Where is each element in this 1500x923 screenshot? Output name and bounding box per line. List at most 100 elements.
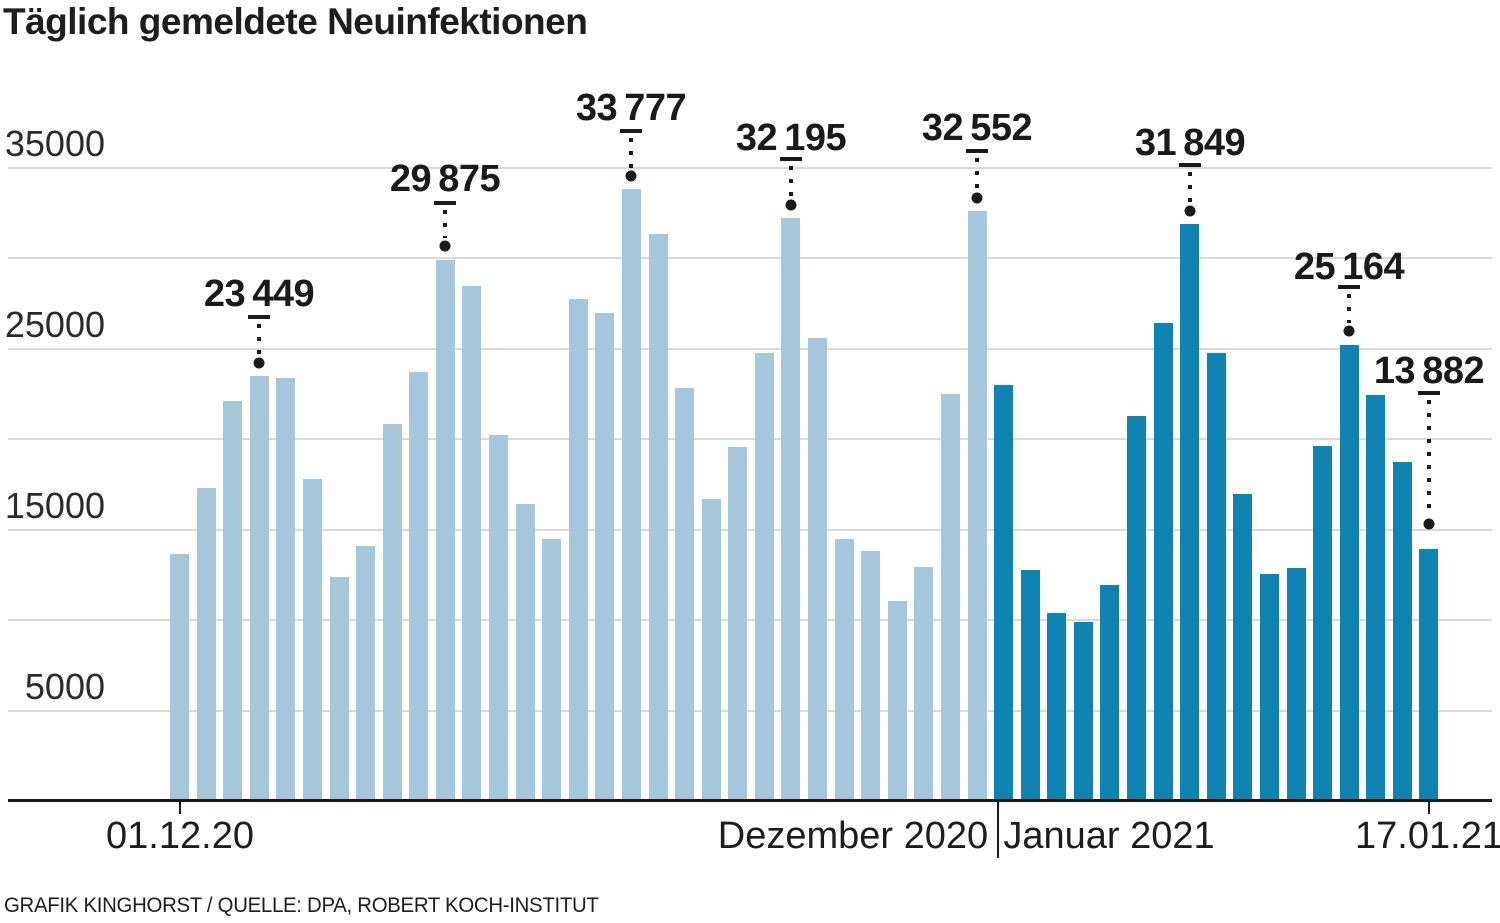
bar-24.12.20 <box>781 218 800 800</box>
bar-13.12.20 <box>489 435 508 800</box>
gridline-35000 <box>8 167 1492 169</box>
annotation-dotted-line <box>1347 294 1351 323</box>
chart-title: Täglich gemeldete Neuinfektionen <box>3 1 588 42</box>
bar-14.12.20 <box>516 504 535 800</box>
bar-27.12.20 <box>861 551 880 800</box>
annotation-dot <box>1423 518 1435 530</box>
annotation-dot <box>439 240 451 252</box>
annotation-value-31.12.20: 32 552 <box>921 107 1033 149</box>
bar-16.12.20 <box>569 299 588 800</box>
bar-12.01.21 <box>1287 568 1306 800</box>
x-axis-label-Januar-2021: Januar 2021 <box>1003 815 1215 857</box>
annotation-dash <box>248 315 270 319</box>
bar-26.12.20 <box>835 539 854 800</box>
bar-06.12.20 <box>303 479 322 800</box>
bar-28.12.20 <box>888 601 907 800</box>
bar-10.01.21 <box>1233 494 1252 800</box>
bar-22.12.20 <box>728 447 747 800</box>
annotation-dotted-line <box>975 158 979 190</box>
bar-01.12.20 <box>170 554 189 800</box>
annotation-dot <box>971 192 983 204</box>
annotation-dotted-line <box>629 138 633 168</box>
annotation-dash <box>1418 391 1440 395</box>
axis-tick-01.12.20 <box>179 801 181 814</box>
y-axis-label-25000: 25000 <box>4 304 105 345</box>
bar-08.12.20 <box>356 546 375 800</box>
bar-12.12.20 <box>462 286 481 800</box>
bar-09.12.20 <box>383 424 402 800</box>
y-axis-label-5000: 5000 <box>24 666 105 707</box>
bar-11.12.20 <box>436 260 455 800</box>
bar-07.12.20 <box>330 577 349 800</box>
annotation-dot <box>253 357 265 369</box>
bar-06.01.21 <box>1127 416 1146 800</box>
gridline-5000 <box>8 710 1492 712</box>
bar-10.12.20 <box>409 372 428 800</box>
annotation-value-14.01.21: 25 164 <box>1293 246 1405 288</box>
y-axis-label-35000: 35000 <box>4 123 105 164</box>
bar-01.01.21 <box>994 385 1013 800</box>
bar-15.12.20 <box>542 539 561 800</box>
bar-05.01.21 <box>1100 585 1119 800</box>
annotation-dot <box>625 170 637 182</box>
annotation-dotted-line <box>1427 400 1431 516</box>
annotation-value-17.01.21: 13 882 <box>1373 350 1485 392</box>
source-credit: GRAFIK KINGHORST / QUELLE: DPA, ROBERT K… <box>4 894 599 917</box>
bar-19.12.20 <box>649 234 668 800</box>
bar-29.12.20 <box>914 567 933 800</box>
x-axis-baseline <box>8 799 1492 802</box>
gridline-25000 <box>8 348 1492 350</box>
gridline-30000 <box>8 257 1492 259</box>
axis-tick-17.01.21 <box>1428 801 1430 814</box>
y-axis-label-15000: 15000 <box>4 485 105 526</box>
bar-04.12.20 <box>250 376 269 800</box>
annotation-dash <box>1179 163 1201 167</box>
x-axis-label-01-12-20: 01.12.20 <box>106 815 254 857</box>
annotation-dot <box>1343 325 1355 337</box>
bar-16.01.21 <box>1393 462 1412 800</box>
annotation-value-11.12.20: 29 875 <box>389 158 501 200</box>
bar-08.01.21 <box>1180 224 1199 800</box>
bar-04.01.21 <box>1074 622 1093 800</box>
x-axis-label-Dezember-2020: Dezember 2020 <box>717 815 989 857</box>
annotation-dotted-line <box>257 324 261 355</box>
gridline-15000 <box>8 529 1492 531</box>
bar-18.12.20 <box>622 189 641 800</box>
gridline-20000 <box>8 438 1492 440</box>
annotation-value-18.12.20: 33 777 <box>575 87 687 129</box>
bar-03.12.20 <box>223 401 242 800</box>
annotation-value-24.12.20: 32 195 <box>735 117 847 159</box>
annotation-dash <box>1338 285 1360 289</box>
bar-17.01.21 <box>1419 549 1438 800</box>
annotation-value-08.01.21: 31 849 <box>1134 122 1246 164</box>
x-axis-label-17-01-21: 17.01.21 <box>1355 815 1500 857</box>
bar-23.12.20 <box>755 353 774 800</box>
bar-02.12.20 <box>197 488 216 800</box>
annotation-dot <box>785 199 797 211</box>
month-divider <box>997 801 999 858</box>
annotation-dash <box>966 149 988 153</box>
annotation-dash <box>434 201 456 205</box>
bar-17.12.20 <box>595 313 614 800</box>
bar-02.01.21 <box>1021 570 1040 800</box>
bar-20.12.20 <box>675 388 694 800</box>
bar-07.01.21 <box>1154 323 1173 800</box>
annotation-dash <box>620 129 642 133</box>
bar-15.01.21 <box>1366 395 1385 800</box>
bar-11.01.21 <box>1260 574 1279 800</box>
bar-30.12.20 <box>941 394 960 800</box>
bar-13.01.21 <box>1313 446 1332 800</box>
annotation-dotted-line <box>789 166 793 197</box>
bar-09.01.21 <box>1207 353 1226 800</box>
annotation-dot <box>1184 205 1196 217</box>
annotation-dotted-line <box>1188 172 1192 203</box>
annotation-dash <box>780 157 802 161</box>
bar-14.01.21 <box>1340 345 1359 800</box>
bar-25.12.20 <box>808 338 827 800</box>
gridline-10000 <box>8 619 1492 621</box>
bar-05.12.20 <box>276 378 295 800</box>
bar-21.12.20 <box>702 499 721 800</box>
bar-31.12.20 <box>968 211 987 800</box>
bar-03.01.21 <box>1047 613 1066 800</box>
